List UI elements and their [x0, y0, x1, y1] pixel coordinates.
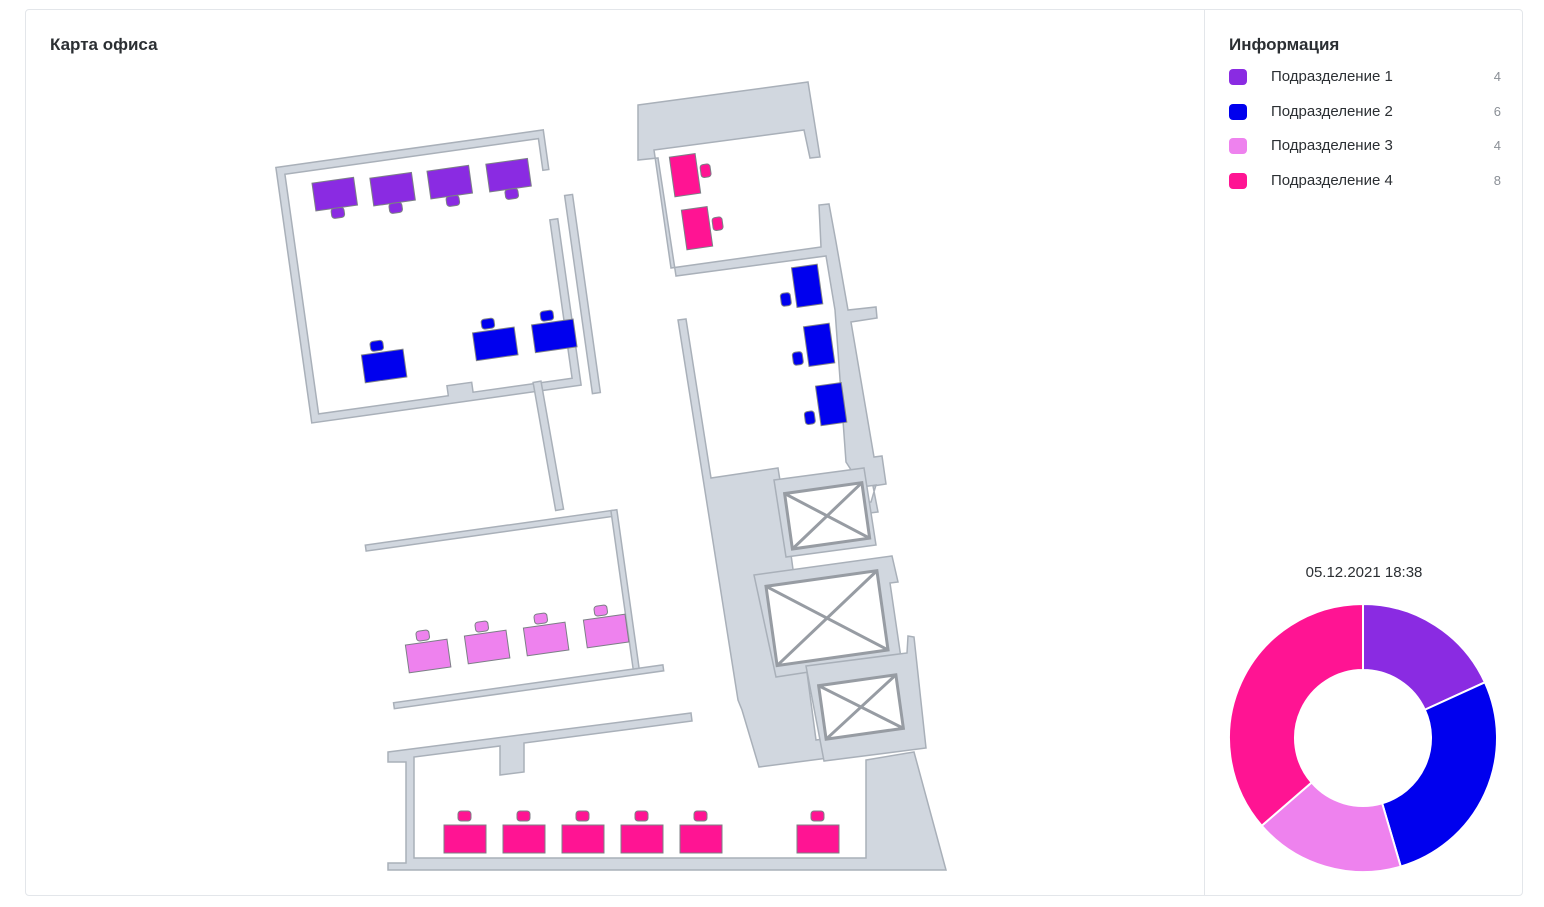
wall-room-c-top — [364, 509, 615, 552]
legend-label: Подразделение 2 — [1271, 102, 1393, 120]
desk-dept2-2[interactable] — [471, 315, 519, 362]
legend-item-dept-1[interactable]: Подразделение 1 4 — [1229, 66, 1501, 101]
desk-dept3-4[interactable] — [582, 602, 630, 649]
legend-label: Подразделение 1 — [1271, 68, 1393, 85]
desk-dept4-3[interactable] — [443, 810, 487, 854]
desk-dept3-2[interactable] — [463, 618, 511, 665]
legend-swatch — [1229, 69, 1247, 85]
department-legend: Подразделение 1 4 Подразделение 2 6 Подр… — [1229, 66, 1501, 204]
desk-dept1-1[interactable] — [311, 176, 359, 220]
legend-count: 4 — [1493, 69, 1501, 84]
desk-dept4-5[interactable] — [561, 810, 605, 854]
desk-dept2-6[interactable] — [801, 381, 848, 428]
desk-dept2-5[interactable] — [789, 322, 836, 368]
legend-label: Подразделение 4 — [1271, 171, 1393, 189]
desk-dept4-4[interactable] — [502, 810, 546, 854]
donut-slice-2[interactable] — [1380, 681, 1498, 868]
desk-dept2-3[interactable] — [530, 307, 578, 354]
desk-dept3-3[interactable] — [522, 610, 570, 657]
legend-swatch — [1229, 103, 1247, 120]
legend-item-dept-2[interactable]: Подразделение 2 6 — [1229, 101, 1501, 136]
info-title: Информация — [1229, 35, 1340, 54]
desk-dept3-1[interactable] — [404, 627, 452, 674]
legend-swatch — [1229, 138, 1247, 154]
desk-dept4-6[interactable] — [620, 810, 664, 854]
legend-label: Подразделение 3 — [1271, 137, 1393, 154]
panel-divider — [1204, 10, 1205, 895]
desk-dept1-3[interactable] — [426, 164, 474, 208]
desk-dept2-4[interactable] — [777, 263, 824, 309]
wall-room-a — [275, 129, 582, 424]
wall-right-building — [637, 81, 887, 523]
dashboard-card: Карта офиса — [25, 9, 1523, 896]
desks — [311, 152, 848, 854]
office-map-panel: Карта офиса — [26, 10, 1204, 895]
desk-dept4-7[interactable] — [679, 810, 723, 854]
legend-item-dept-3[interactable]: Подразделение 3 4 — [1229, 135, 1501, 170]
desk-dept4-2[interactable] — [680, 205, 725, 251]
desk-dept4-8[interactable] — [796, 810, 840, 854]
wall-room-d — [387, 712, 947, 871]
wall-room-c-bottom — [392, 664, 665, 710]
wall-corridor — [532, 380, 565, 512]
legend-count: 8 — [1493, 172, 1501, 188]
legend-count: 4 — [1493, 138, 1501, 153]
wall-room-a-right — [563, 193, 602, 395]
wall-room-c-right — [610, 508, 640, 670]
map-title: Карта офиса — [50, 35, 158, 54]
desk-dept1-4[interactable] — [485, 157, 533, 201]
chart-timestamp: 05.12.2021 18:38 — [1305, 564, 1423, 581]
desk-dept2-1[interactable] — [360, 337, 408, 384]
legend-swatch — [1229, 172, 1247, 189]
desk-dept1-2[interactable] — [369, 171, 417, 215]
department-donut-chart — [1228, 602, 1498, 873]
legend-item-dept-4[interactable]: Подразделение 4 8 — [1229, 170, 1501, 205]
info-panel: Информация Подразделение 1 4 Подразделен… — [1205, 10, 1523, 895]
office-floor-plan — [275, 81, 947, 871]
desk-dept4-1[interactable] — [668, 152, 713, 198]
donut-slice-4[interactable] — [1228, 602, 1364, 828]
legend-count: 6 — [1493, 103, 1501, 119]
shafts-inner — [764, 481, 906, 741]
